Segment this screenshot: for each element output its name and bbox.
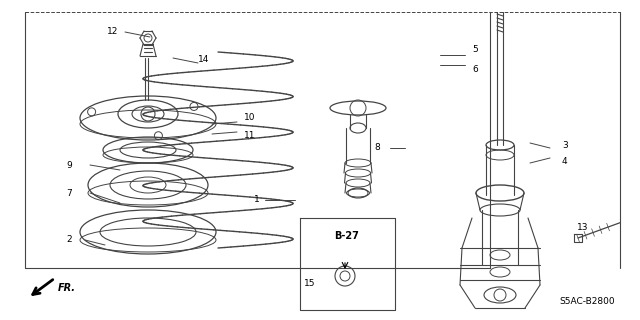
Text: 6: 6 (472, 66, 477, 75)
Text: FR.: FR. (58, 283, 76, 293)
Text: 2: 2 (67, 236, 72, 244)
Text: 4: 4 (562, 156, 568, 165)
Text: 14: 14 (198, 55, 209, 65)
Text: 7: 7 (67, 188, 72, 197)
Text: 3: 3 (562, 140, 568, 149)
Text: 11: 11 (244, 132, 255, 140)
Text: 15: 15 (303, 279, 315, 289)
Text: 1: 1 (254, 196, 260, 204)
Text: B-27: B-27 (335, 231, 360, 241)
Text: 8: 8 (374, 143, 380, 153)
Text: 13: 13 (577, 223, 589, 233)
Text: S5AC-B2800: S5AC-B2800 (559, 298, 615, 307)
Text: 5: 5 (472, 45, 477, 54)
Text: 12: 12 (107, 28, 118, 36)
Text: 9: 9 (67, 161, 72, 170)
Text: 10: 10 (244, 114, 255, 123)
